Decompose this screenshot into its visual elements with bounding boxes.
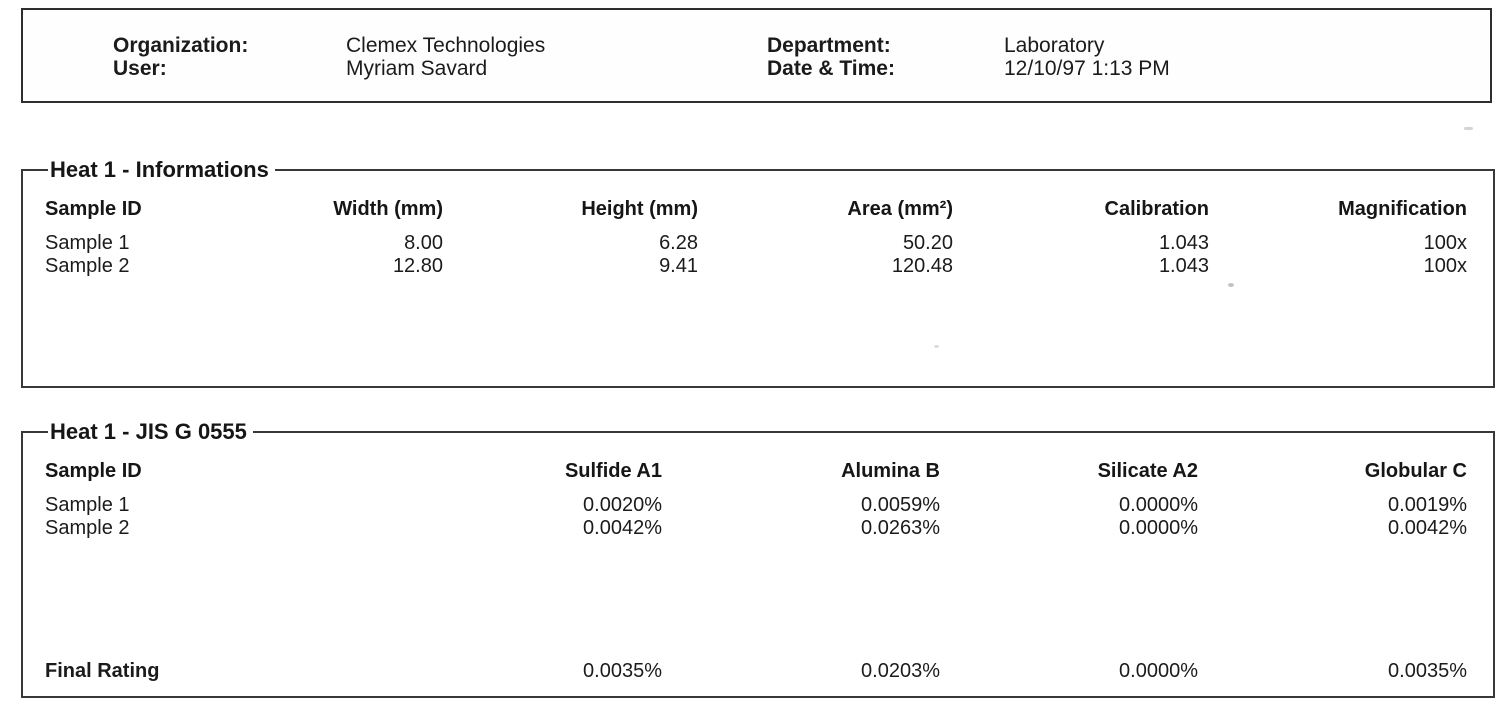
col-header-globular-c: Globular C (1364, 460, 1467, 482)
header-right-column: Department: Laboratory Date & Time: 12/1… (767, 34, 1490, 101)
report-header-box: Organization: Clemex Technologies User: … (21, 8, 1492, 103)
header-left-column: Organization: Clemex Technologies User: … (23, 34, 767, 101)
jis-table: Sample ID Sulfide A1 Alumina B Silicate … (45, 458, 1467, 540)
department-row: Department: Laboratory (767, 34, 1490, 57)
cell-sample-id: Sample 1 (45, 232, 130, 254)
cell-width: 8.00 (404, 232, 443, 254)
cell-alumina-b: 0.0059% (861, 494, 940, 516)
organization-row: Organization: Clemex Technologies (113, 34, 767, 57)
cell-height: 6.28 (659, 232, 698, 254)
col-header-magnification: Magnification (1338, 198, 1467, 220)
final-rating-value-globular: 0.0035% (1388, 660, 1467, 682)
cell-magnification: 100x (1423, 255, 1467, 277)
user-label: User: (113, 57, 167, 80)
cell-silicate-a2: 0.0000% (1119, 494, 1198, 516)
final-rating-cells: Final Rating 0.0035% 0.0203% 0.0000% 0.0… (45, 658, 1467, 684)
cell-globular-c: 0.0019% (1388, 494, 1467, 516)
col-header-height: Height (mm) (581, 198, 698, 220)
cell-calibration: 1.043 (1158, 232, 1209, 254)
col-header-sulfide-a1: Sulfide A1 (564, 460, 662, 482)
groupbox-heat1-jis-g-0555: Heat 1 - JIS G 0555 Sample ID Sulfide A1… (21, 420, 1495, 698)
department-label: Department: (767, 34, 891, 57)
col-header-area: Area (mm²) (847, 198, 953, 220)
cell-area: 120.48 (891, 255, 953, 277)
section-title-informations: Heat 1 - Informations (50, 157, 269, 182)
cell-silicate-a2: 0.0000% (1119, 517, 1198, 539)
section-title-jis: Heat 1 - JIS G 0555 (50, 419, 247, 444)
cell-calibration: 1.043 (1158, 255, 1209, 277)
cell-area: 50.20 (902, 232, 953, 254)
final-rating-value-alumina: 0.0203% (861, 660, 940, 682)
col-header-calibration: Calibration (1104, 198, 1209, 220)
final-rating-label: Final Rating (45, 660, 160, 682)
cell-height: 9.41 (659, 255, 698, 277)
cell-globular-c: 0.0042% (1388, 517, 1467, 539)
informations-table: Sample ID Width (mm) Height (mm) Area (m… (45, 196, 1467, 278)
cell-sulfide-a1: 0.0020% (583, 494, 662, 516)
col-header-alumina-b: Alumina B (841, 460, 940, 482)
datetime-row: Date & Time: 12/10/97 1:13 PM (767, 57, 1490, 80)
informations-header-row: Sample ID Width (mm) Height (mm) Area (m… (45, 196, 1467, 222)
col-header-sample-id: Sample ID (45, 460, 142, 482)
department-value: Laboratory (1004, 34, 1105, 57)
col-header-width: Width (mm) (333, 198, 443, 220)
scan-artifact (934, 345, 939, 348)
final-rating-row: Final Rating 0.0035% 0.0203% 0.0000% 0.0… (45, 658, 1467, 684)
table-row-sample-1: Sample 1 0.0020% 0.0059% 0.0000% 0.0019% (45, 484, 1467, 517)
cell-magnification: 100x (1423, 232, 1467, 254)
table-row-sample-2: Sample 2 0.0042% 0.0263% 0.0000% 0.0042% (45, 517, 1467, 540)
final-rating-value-silicate: 0.0000% (1119, 660, 1198, 682)
table-row-sample-2: Sample 2 12.80 9.41 120.48 1.043 100x (45, 255, 1467, 278)
jis-header-row: Sample ID Sulfide A1 Alumina B Silicate … (45, 458, 1467, 484)
groupbox-heat1-informations: Heat 1 - Informations Sample ID Width (m… (21, 158, 1495, 388)
organization-label: Organization: (113, 34, 249, 57)
table-row-sample-1: Sample 1 8.00 6.28 50.20 1.043 100x (45, 222, 1467, 255)
datetime-label: Date & Time: (767, 57, 895, 80)
scan-artifact (1464, 127, 1473, 130)
organization-value: Clemex Technologies (346, 34, 546, 57)
col-header-silicate-a2: Silicate A2 (1097, 460, 1198, 482)
scan-artifact (1228, 283, 1234, 287)
cell-alumina-b: 0.0263% (861, 517, 940, 539)
cell-sulfide-a1: 0.0042% (583, 517, 662, 539)
cell-sample-id: Sample 1 (45, 494, 130, 516)
datetime-value: 12/10/97 1:13 PM (1004, 57, 1170, 80)
cell-sample-id: Sample 2 (45, 255, 130, 277)
user-value: Myriam Savard (346, 57, 488, 80)
user-row: User: Myriam Savard (113, 57, 767, 80)
final-rating-value-sulfide: 0.0035% (583, 660, 662, 682)
cell-width: 12.80 (392, 255, 443, 277)
col-header-sample-id: Sample ID (45, 198, 142, 220)
cell-sample-id: Sample 2 (45, 517, 130, 539)
